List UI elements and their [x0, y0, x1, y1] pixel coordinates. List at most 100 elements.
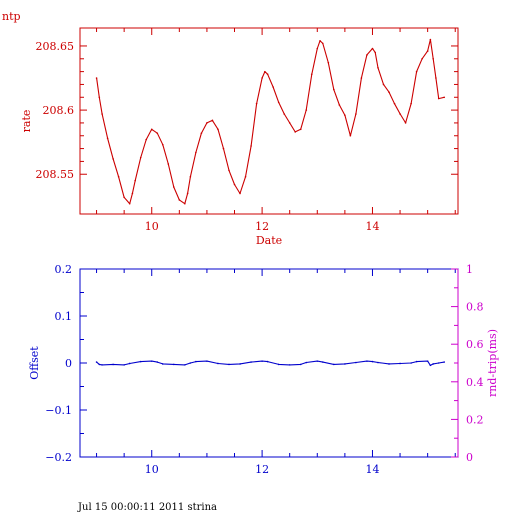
top-data-point [134, 179, 136, 182]
bottom-data-point [184, 364, 186, 366]
top-data-point [117, 176, 120, 178]
top-chart-title: ntp [2, 10, 21, 23]
bottom-right-y-tick-label: 1 [466, 263, 473, 276]
top-data-point [299, 128, 302, 131]
bottom-data-point [161, 363, 164, 365]
top-data-point [388, 91, 390, 93]
top-y-tick-label: 208.55 [36, 168, 75, 181]
bottom-data-point [206, 360, 208, 362]
bottom-data-point [437, 362, 440, 364]
top-data-point [250, 145, 252, 147]
top-data-point [184, 202, 186, 205]
bottom-data-point [399, 362, 401, 365]
bottom-data-point [316, 360, 319, 362]
top-data-point [432, 57, 434, 60]
top-data-point [266, 73, 269, 75]
top-data-point [178, 199, 181, 201]
top-data-point [399, 113, 401, 115]
bottom-right-y-tick-label: 0.4 [466, 376, 484, 389]
bottom-data-point [333, 363, 335, 366]
top-data-point [95, 77, 98, 79]
top-data-point [327, 61, 330, 64]
top-data-point [101, 113, 103, 115]
top-data-point [195, 151, 197, 154]
bottom-data-point [277, 363, 280, 366]
top-data-point [272, 86, 274, 88]
bottom-x-tick-label: 10 [145, 463, 159, 476]
bottom-data-point [250, 361, 252, 363]
bottom-y-tick-label: −0.1 [45, 404, 72, 417]
top-data-point [393, 102, 396, 105]
bottom-data-point [432, 363, 434, 365]
top-x-minor-ticks [96, 28, 456, 214]
top-data-point [305, 109, 308, 111]
top-y-tick-label: 208.6 [43, 104, 75, 117]
top-x-axis-label: Date [256, 234, 282, 247]
bottom-data-point [322, 361, 324, 363]
top-data-point [319, 40, 321, 42]
top-data-point [404, 122, 407, 124]
top-data-point [186, 192, 189, 195]
bottom-right-y-axis-label: rnd-trip(ms) [486, 329, 499, 397]
bottom-right-y-tick-label: 0.8 [466, 301, 484, 314]
bottom-data-point [95, 361, 98, 363]
top-data-point [288, 122, 291, 124]
top-data-point [206, 122, 208, 124]
bottom-data-point [366, 360, 368, 362]
top-data-point [360, 77, 363, 79]
top-data-point [156, 132, 159, 134]
top-data-point [366, 54, 368, 56]
top-y-tick-label: 208.65 [36, 40, 75, 53]
top-y-ticks-right [451, 45, 458, 175]
top-data-point [349, 134, 352, 137]
bottom-data-point [189, 362, 192, 364]
top-data-point [283, 113, 285, 115]
top-data-point [239, 192, 241, 195]
top-data-point [333, 88, 335, 91]
bottom-series-line [96, 360, 445, 366]
bottom-data-point [128, 362, 131, 365]
bottom-data-point [217, 362, 219, 365]
bottom-y-axis-label: Offset [28, 346, 41, 380]
top-data-point [344, 114, 346, 117]
top-data-point [217, 128, 219, 131]
bottom-x-minor-ticks [96, 269, 456, 457]
bottom-data-point [426, 360, 429, 362]
bottom-right-y-tick-label: 0 [466, 451, 473, 464]
bottom-y-tick-label: 0 [65, 357, 72, 370]
bottom-data-point [139, 360, 142, 363]
bottom-y-tick-label: 0.1 [55, 310, 73, 323]
top-data-point [294, 131, 297, 133]
bottom-data-point [443, 361, 446, 363]
bottom-data-point [299, 363, 302, 366]
top-data-point [443, 96, 446, 99]
top-data-point [150, 128, 153, 131]
bottom-data-point [288, 364, 291, 366]
top-data-point [145, 138, 148, 141]
top-data-point [139, 156, 142, 159]
bottom-data-point [150, 360, 153, 362]
bottom-data-point [344, 363, 346, 365]
top-data-point [106, 137, 109, 140]
bottom-y-ticks-right [451, 268, 458, 458]
top-data-point [112, 158, 114, 160]
bottom-y-tick-label: −0.2 [45, 451, 72, 464]
bottom-data-point [101, 364, 103, 366]
top-data-point [429, 38, 432, 41]
top-data-point [200, 132, 203, 134]
top-data-point [382, 83, 385, 86]
top-data-point [255, 102, 258, 105]
top-data-point [310, 73, 313, 75]
top-data-point [415, 70, 418, 73]
top-x-tick-label: 14 [365, 220, 379, 233]
top-data-point [421, 57, 423, 60]
bottom-right-y-tick-label: 0.2 [466, 413, 484, 426]
footer-timestamp: Jul 15 00:00:11 2011 strina [77, 502, 217, 512]
top-data-point [131, 192, 134, 195]
bottom-data-point [156, 361, 159, 363]
top-y-axis-label: rate [20, 110, 33, 133]
top-data-point [98, 96, 101, 99]
top-data-point [316, 47, 319, 50]
top-data-point [211, 119, 214, 122]
